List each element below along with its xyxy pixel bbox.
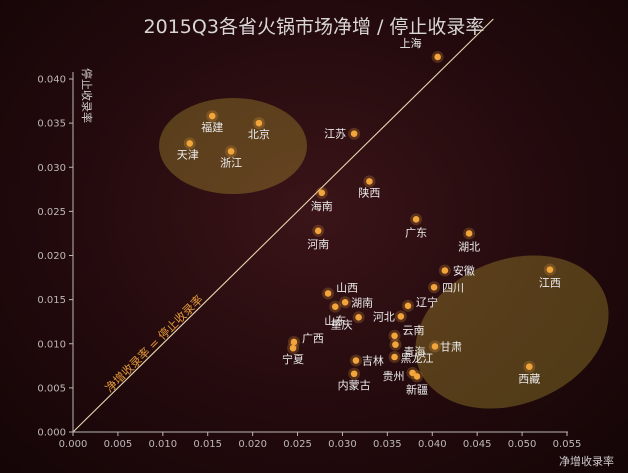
x-tick-label: 0.020 xyxy=(238,439,267,450)
data-point xyxy=(186,140,194,147)
chart-title: 2015Q3各省火锅市场净增 / 停止收录率 xyxy=(144,16,485,38)
data-point-label: 福建 xyxy=(201,120,223,134)
y-tick-label: 0.030 xyxy=(37,163,66,174)
y-tick-label: 0.010 xyxy=(37,339,66,350)
y-tick-label: 0.015 xyxy=(37,295,66,306)
x-tick-label: 0.010 xyxy=(148,439,177,450)
y-tick-label: 0.035 xyxy=(37,119,66,130)
data-point xyxy=(525,363,533,370)
data-point-label: 黑龙江 xyxy=(401,352,434,365)
data-point-label: 广西 xyxy=(302,332,324,345)
ellipse-upper-left xyxy=(159,98,307,194)
data-point-label: 云南 xyxy=(403,324,425,337)
data-point xyxy=(208,112,216,120)
data-point xyxy=(355,313,362,321)
diagonal-line xyxy=(72,18,494,433)
data-point xyxy=(441,267,449,274)
data-point xyxy=(546,266,554,273)
data-point xyxy=(314,227,322,235)
data-point-label: 浙江 xyxy=(220,156,242,169)
x-tick-label: 0.005 xyxy=(104,439,133,450)
data-point xyxy=(318,189,326,197)
data-point xyxy=(391,353,398,361)
data-point xyxy=(409,369,416,377)
data-point xyxy=(324,290,332,297)
data-point-label: 湖北 xyxy=(458,240,480,253)
x-tick-label: 0.025 xyxy=(283,439,312,450)
data-point-label: 陕西 xyxy=(358,185,380,199)
data-point xyxy=(412,216,420,223)
data-point-label: 西藏 xyxy=(518,373,540,386)
data-point-label: 江西 xyxy=(539,277,561,290)
data-point xyxy=(331,303,339,310)
data-point xyxy=(404,302,412,310)
data-point-label: 吉林 xyxy=(362,354,384,368)
data-point-label: 上海 xyxy=(400,36,422,50)
data-point-label: 江苏 xyxy=(324,128,346,141)
data-point xyxy=(350,370,358,378)
data-point xyxy=(391,332,398,340)
data-point-label: 辽宁 xyxy=(416,295,438,309)
x-tick-label: 0.015 xyxy=(193,439,222,450)
x-tick-label: 0.040 xyxy=(418,439,447,450)
x-tick-label: 0.050 xyxy=(508,439,537,450)
y-tick-label: 0.000 xyxy=(37,428,66,439)
data-point-label: 青海 xyxy=(403,345,425,359)
data-point-label: 安徽 xyxy=(453,264,475,278)
data-points xyxy=(183,50,556,383)
data-point xyxy=(434,53,441,61)
data-point xyxy=(413,373,421,380)
y-tick-label: 0.025 xyxy=(37,207,66,218)
y-tick-label: 0.020 xyxy=(37,251,66,262)
data-point-label: 北京 xyxy=(248,127,270,141)
x-axis-label: 净增收录率 xyxy=(559,454,614,468)
axes xyxy=(72,72,568,433)
data-point xyxy=(341,298,349,306)
data-point xyxy=(227,148,235,155)
data-point-label: 河南 xyxy=(307,238,329,251)
data-point-label: 天津 xyxy=(177,148,199,161)
data-point xyxy=(352,357,360,364)
data-point xyxy=(430,283,438,291)
x-tick-label: 0.030 xyxy=(328,439,357,450)
data-point-label: 甘肃 xyxy=(440,340,462,353)
data-point-label: 贵州 xyxy=(383,370,405,383)
data-point-label: 重庆 xyxy=(331,317,353,331)
data-point xyxy=(366,178,373,185)
ticks: 0.000 0.005 0.010 0.015 0.020 0.025 0.030 0.035… xyxy=(37,75,581,451)
data-point xyxy=(350,130,358,138)
ellipse-lower-right xyxy=(415,255,609,409)
x-tick-label: 0.045 xyxy=(463,439,492,450)
data-point-label: 山西 xyxy=(336,281,358,294)
x-tick-label: 0.055 xyxy=(553,439,582,450)
y-axis-label: 停止收录率 xyxy=(80,68,94,123)
data-point-label: 海南 xyxy=(311,199,333,213)
data-point xyxy=(290,338,298,346)
y-tick-label: 0.040 xyxy=(37,75,66,86)
data-point xyxy=(289,344,297,352)
data-point-label: 四川 xyxy=(442,281,464,294)
data-point-label: 宁夏 xyxy=(282,352,304,366)
y-tick-label: 0.005 xyxy=(37,383,66,394)
data-point xyxy=(431,343,439,350)
data-point-label: 广东 xyxy=(405,226,427,239)
data-point-label: 新疆 xyxy=(406,382,428,396)
highlight-ellipses xyxy=(159,98,609,409)
data-point xyxy=(392,341,399,348)
data-point-label: 内蒙古 xyxy=(338,378,371,392)
x-tick-label: 0.035 xyxy=(373,439,402,450)
data-point-label: 河北 xyxy=(373,310,395,323)
diagonal-label: 净增收录率 = 停止收录率 xyxy=(102,292,205,395)
data-point-label: 湖南 xyxy=(351,296,373,309)
x-tick-label: 0.000 xyxy=(59,439,88,450)
data-point xyxy=(465,230,473,237)
data-point xyxy=(255,119,263,127)
data-point-label: 山东 xyxy=(324,315,346,328)
data-point xyxy=(397,313,405,320)
